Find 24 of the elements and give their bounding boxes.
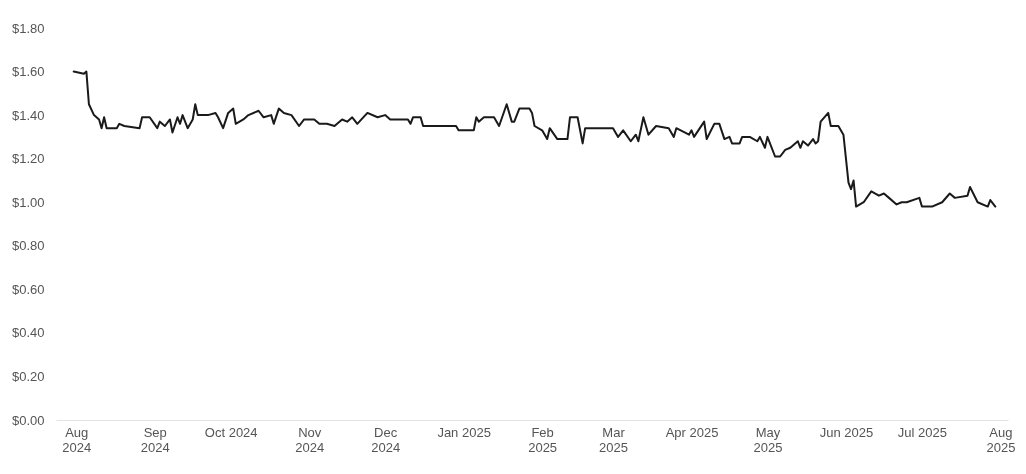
y-tick-label: $1.40 xyxy=(11,107,45,123)
x-tick-label: Dec 2024 xyxy=(371,424,401,455)
x-tick-label: Aug 2024 xyxy=(62,424,92,455)
y-tick-label: $0.00 xyxy=(11,412,45,428)
x-tick-label: Mar 2025 xyxy=(599,424,628,455)
x-tick-label: Jul 2025 xyxy=(897,424,947,440)
x-tick-label: Jan 2025 xyxy=(437,424,491,440)
y-tick-label: $1.60 xyxy=(11,64,45,80)
x-tick-label: Aug 2025 xyxy=(986,424,1016,455)
y-tick-label: $0.40 xyxy=(11,325,45,341)
x-tick-label: Oct 2024 xyxy=(204,424,258,440)
y-tick-label: $1.00 xyxy=(11,194,45,210)
y-tick-label: $1.20 xyxy=(11,151,45,167)
x-tick-label: Jun 2025 xyxy=(819,424,874,440)
y-tick-label: $0.80 xyxy=(11,238,45,254)
x-tick-label: May 2025 xyxy=(753,424,783,455)
y-tick-label: $1.80 xyxy=(11,20,45,36)
y-tick-label: $0.60 xyxy=(11,281,45,297)
x-tick-label: Apr 2025 xyxy=(665,424,719,440)
x-tick-label: Sep 2024 xyxy=(140,424,170,455)
y-tick-label: $0.20 xyxy=(11,368,45,384)
x-tick-label: Feb 2025 xyxy=(528,424,558,455)
x-tick-label: Nov 2024 xyxy=(295,424,325,455)
line-series xyxy=(72,70,997,208)
